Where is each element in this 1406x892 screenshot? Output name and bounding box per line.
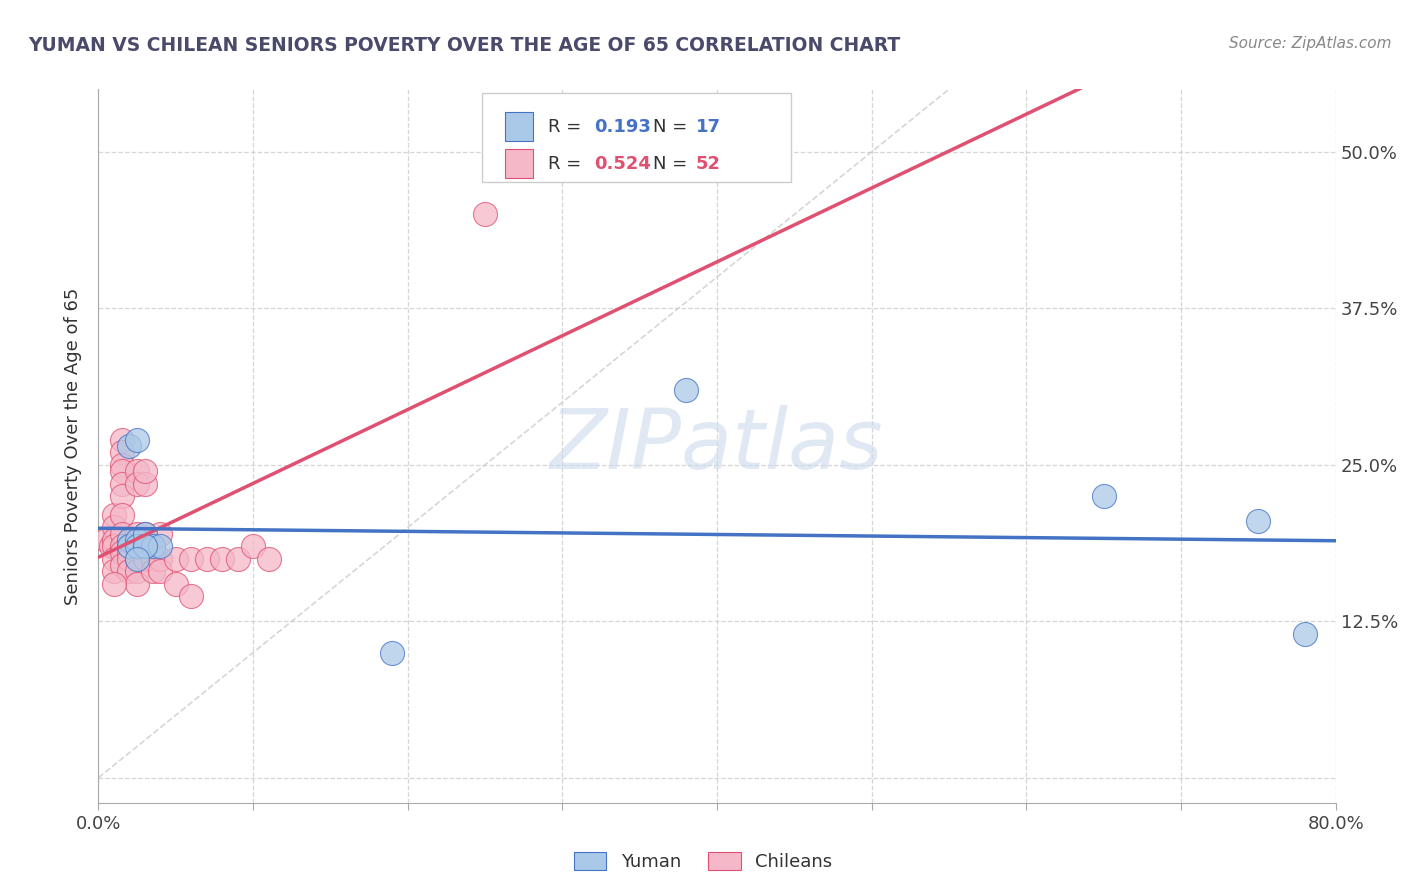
Point (675, 383, 697, 397)
Point (1294, 627, 1316, 641)
Point (226, 551, 249, 566)
Text: YUMAN VS CHILEAN SENIORS POVERTY OVER THE AGE OF 65 CORRELATION CHART: YUMAN VS CHILEAN SENIORS POVERTY OVER TH… (28, 36, 900, 54)
Point (142, 539, 165, 553)
Point (111, 433, 134, 447)
Point (474, 207, 496, 221)
Text: R =: R = (547, 154, 586, 173)
Point (195, 551, 218, 566)
Point (134, 526, 156, 541)
Point (127, 539, 149, 553)
Text: N =: N = (652, 118, 693, 136)
Point (149, 564, 172, 578)
Point (111, 489, 134, 503)
Point (134, 526, 156, 541)
Point (127, 576, 149, 591)
Point (103, 508, 125, 522)
Point (111, 458, 134, 472)
Point (111, 526, 134, 541)
Point (381, 646, 404, 660)
Point (134, 539, 156, 553)
Text: 0.193: 0.193 (595, 118, 651, 136)
Point (142, 551, 165, 566)
Point (103, 533, 125, 547)
Point (127, 433, 149, 447)
Point (134, 464, 156, 478)
Point (127, 539, 149, 553)
Point (111, 445, 134, 459)
Point (103, 539, 125, 553)
Point (1092, 489, 1115, 503)
Text: 0.524: 0.524 (595, 154, 651, 173)
Point (149, 551, 172, 566)
Y-axis label: Seniors Poverty Over the Age of 65: Seniors Poverty Over the Age of 65 (65, 287, 83, 605)
Point (118, 539, 141, 553)
Point (103, 520, 125, 534)
FancyBboxPatch shape (482, 93, 792, 182)
Point (127, 551, 149, 566)
Text: Source: ZipAtlas.com: Source: ZipAtlas.com (1229, 36, 1392, 51)
Point (118, 551, 141, 566)
Point (242, 539, 264, 553)
Point (103, 576, 125, 591)
Point (103, 551, 125, 566)
Point (134, 539, 156, 553)
Point (111, 508, 134, 522)
Point (96, 533, 118, 547)
Point (127, 551, 149, 566)
Point (149, 539, 172, 553)
Point (118, 564, 141, 578)
Point (127, 564, 149, 578)
Text: 17: 17 (696, 118, 721, 136)
Point (103, 564, 125, 578)
Point (118, 533, 141, 547)
Point (111, 545, 134, 559)
Point (111, 464, 134, 478)
Point (111, 476, 134, 491)
Text: ZIPatlas: ZIPatlas (550, 406, 884, 486)
Point (257, 551, 280, 566)
Text: R =: R = (547, 118, 586, 136)
Point (142, 564, 165, 578)
Point (165, 551, 187, 566)
Legend: Yuman, Chileans: Yuman, Chileans (567, 845, 839, 879)
Point (180, 589, 202, 603)
Text: 52: 52 (696, 154, 721, 173)
Point (1247, 514, 1270, 528)
Point (127, 526, 149, 541)
Point (165, 576, 187, 591)
Point (118, 539, 141, 553)
Point (142, 539, 165, 553)
Point (211, 551, 233, 566)
Point (127, 476, 149, 491)
Text: N =: N = (652, 154, 693, 173)
Point (127, 464, 149, 478)
Point (134, 551, 156, 566)
Point (111, 539, 134, 553)
FancyBboxPatch shape (506, 149, 533, 178)
Point (180, 551, 202, 566)
Point (127, 533, 149, 547)
Point (118, 439, 141, 453)
Point (111, 558, 134, 572)
Point (100, 539, 122, 553)
Point (149, 526, 172, 541)
Point (134, 539, 156, 553)
FancyBboxPatch shape (506, 112, 533, 141)
Point (118, 545, 141, 559)
Point (134, 476, 156, 491)
